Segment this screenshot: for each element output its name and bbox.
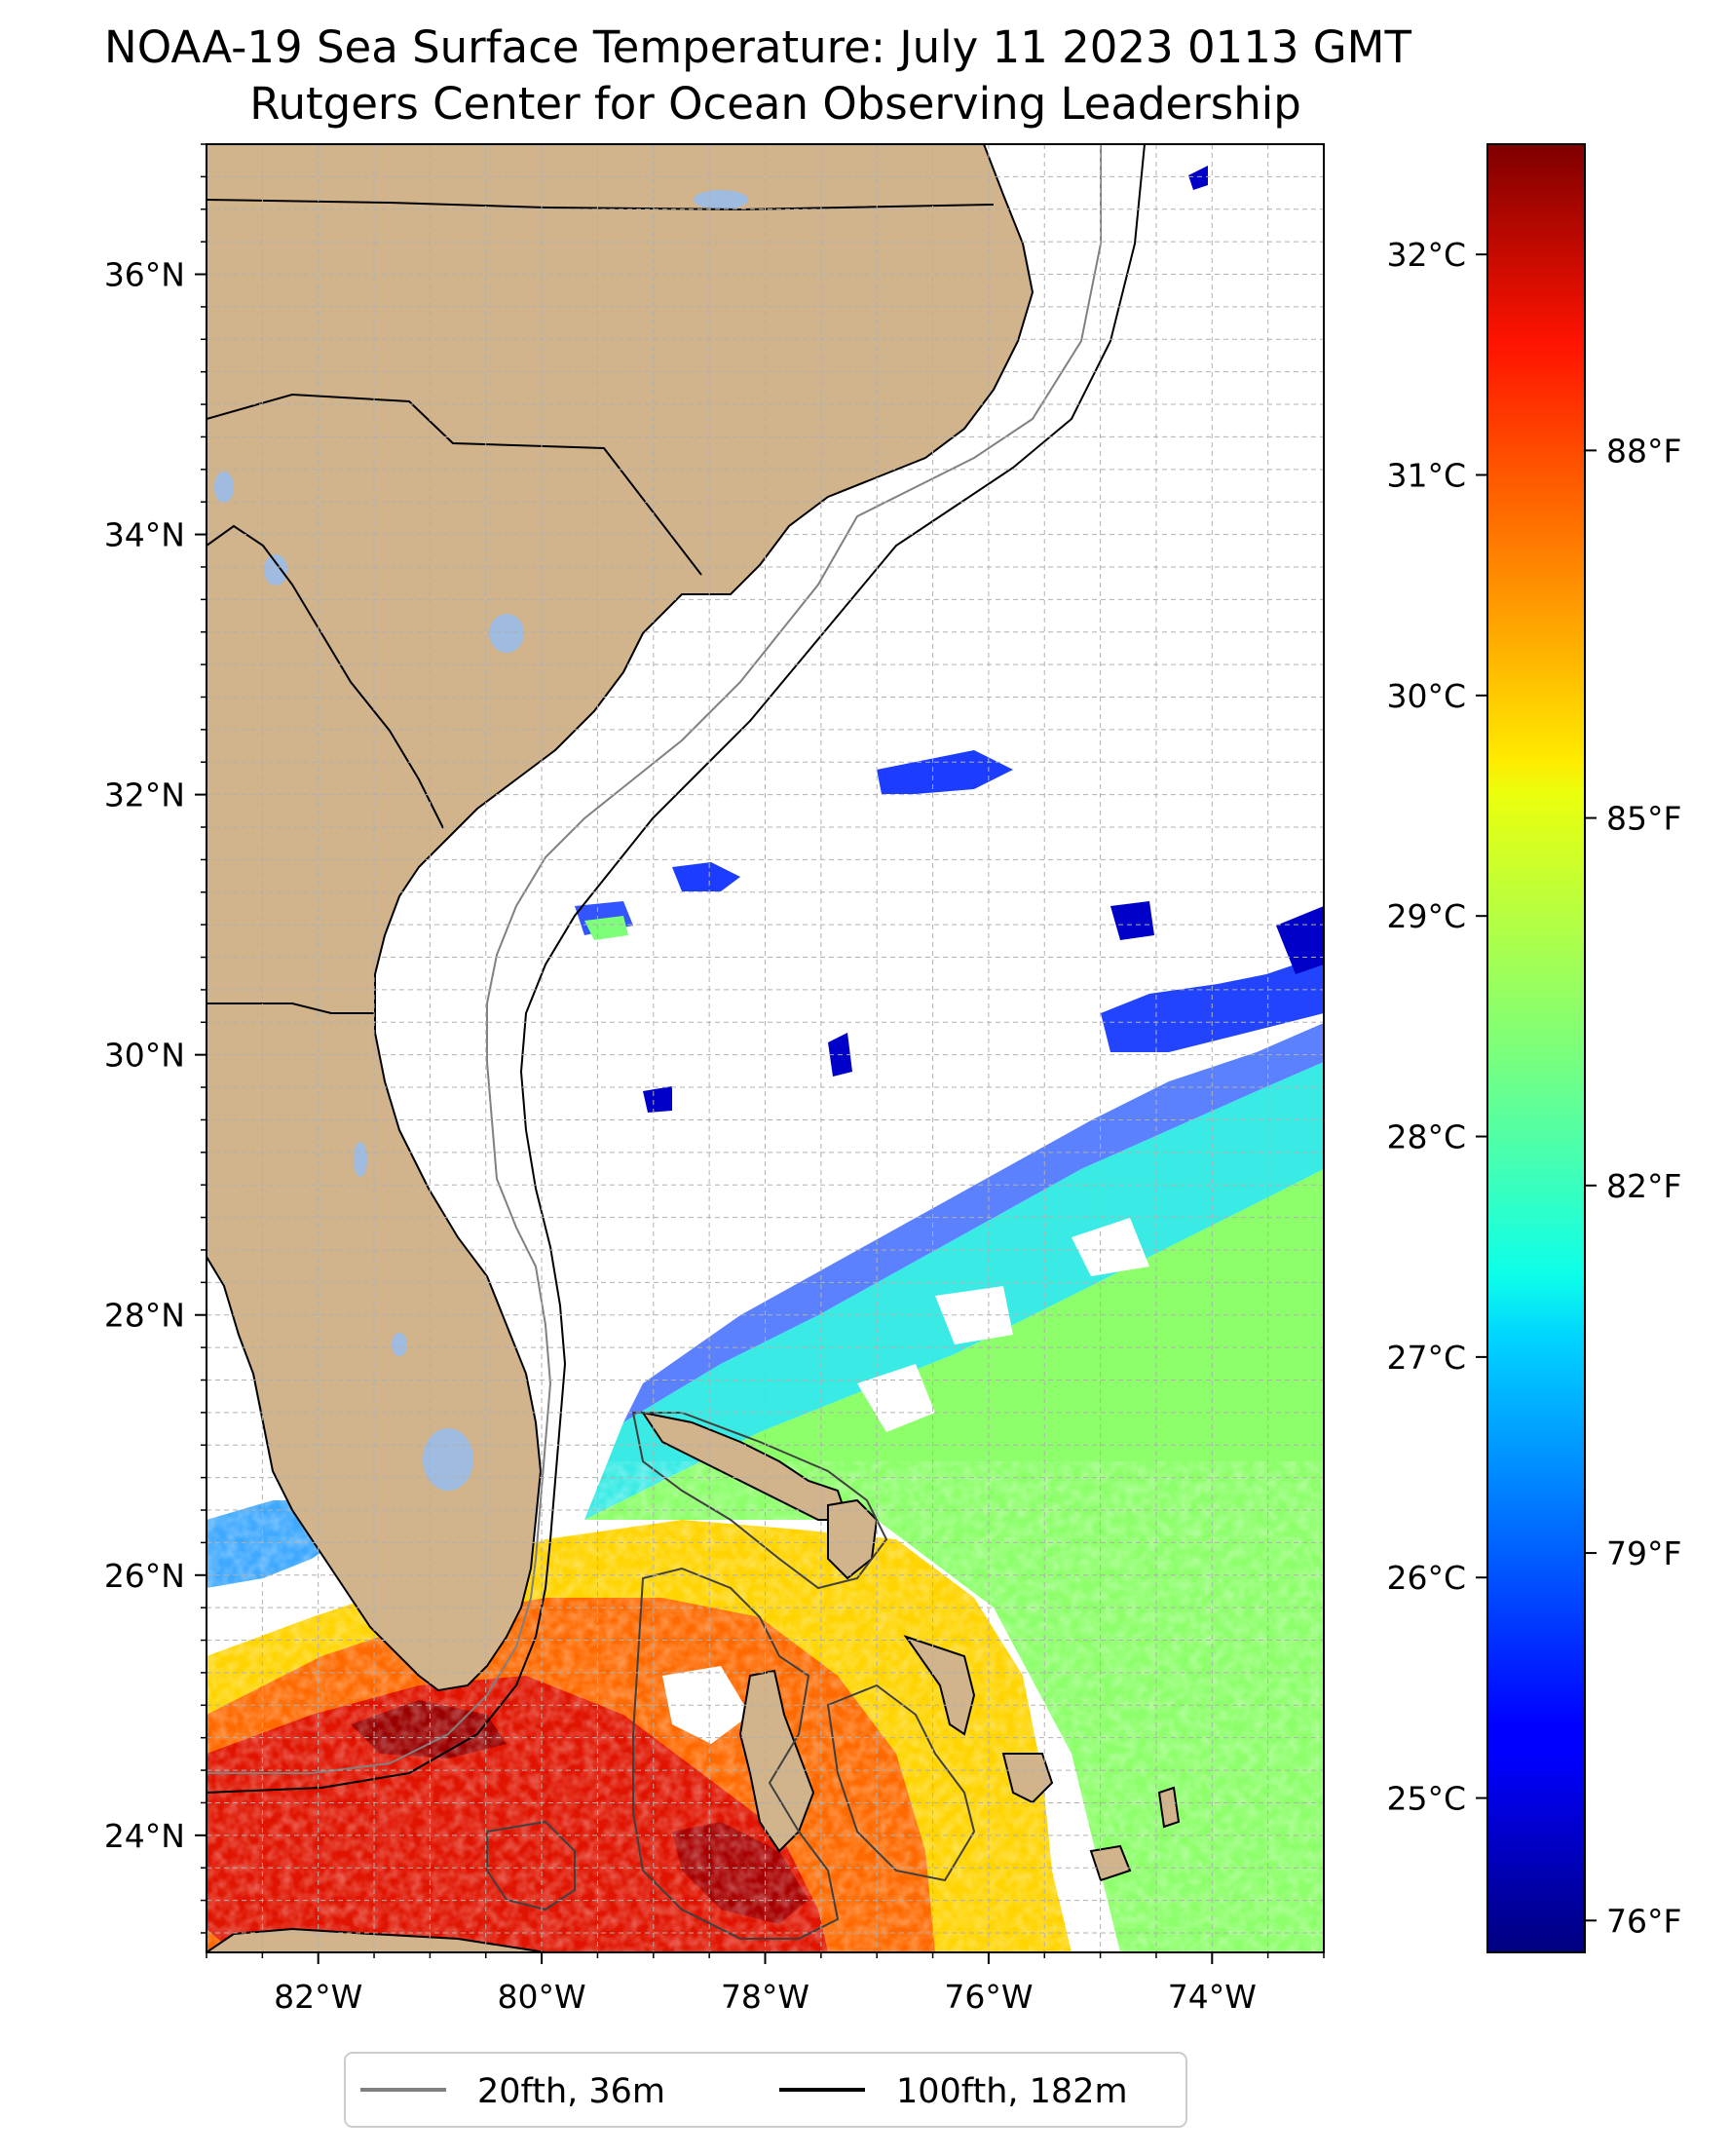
sst-cool-band [623,1023,1324,1422]
us-southeast-coast-land [207,144,1034,1692]
island-eleuthera [903,1635,976,1736]
colorbar-label-f: 76°F [1606,1902,1681,1940]
map-panel [207,144,1324,1952]
lon-tick-label: 76°W [944,1978,1033,2016]
legend-box [344,2052,1187,2128]
legend-label-20fth: 20fth, 36m [477,2072,665,2111]
sst-patch [584,916,628,940]
title-line-1: NOAA-19 Sea Surface Temperature: July 11… [104,21,1411,73]
cloud-patch [1072,1218,1149,1276]
contour-cay-sal [486,1820,576,1911]
island-small [1157,1786,1181,1829]
land [207,144,1181,1952]
lon-tick-label: 80°W [498,1978,586,2016]
lon-tick-label: 82°W [274,1978,362,2016]
island-exuma [1001,1753,1054,1804]
legend: 20fth, 36m 100fth, 182m [344,2052,1187,2128]
island-cuba [207,1927,546,1952]
lake [354,1142,367,1177]
colorbar-label-c: 27°C [1386,1339,1466,1377]
gridlines [207,144,1324,1952]
colorbar [1486,143,1586,1953]
contour-little-bahama-bank [631,1412,888,1590]
lat-tick-label: 34°N [104,516,185,554]
title-line-2: Rutgers Center for Ocean Observing Leade… [249,78,1301,130]
lake [392,1333,407,1356]
legend-label-100fth: 100fth, 182m [896,2072,1128,2111]
colorbar-label-c: 25°C [1386,1780,1466,1818]
lake [694,190,748,209]
colorbar-label-f: 82°F [1606,1167,1681,1205]
lat-tick-label: 24°N [104,1817,185,1855]
lat-tick-label: 32°N [104,776,185,814]
colorbar-label-f: 85°F [1606,800,1681,838]
sst-patch [1188,166,1208,190]
lat-tick-label: 30°N [104,1037,185,1075]
colorbar-label-f: 88°F [1606,432,1681,470]
border-sc-ga [207,524,444,829]
colorbar-ticks: 25°C 26°C 27°C 28°C 29°C 30°C 31°C 32°C 76°F 79°F… [1386,236,1681,1940]
border-ga-fl [207,1002,375,1014]
lake-okeechobee [423,1428,473,1491]
lake [489,614,524,653]
sst-field [207,1023,1324,1952]
sst-patch [1110,901,1154,940]
colorbar-label-c: 30°C [1386,677,1466,715]
colorbar-label-c: 28°C [1386,1118,1466,1156]
lat-tick-label: 26°N [104,1557,185,1595]
colorbar-label-c: 32°C [1386,236,1466,274]
sst-patch [672,862,740,891]
lake [214,472,234,503]
lon-tick-label: 78°W [721,1978,809,2016]
colorbar-label-c: 31°C [1386,457,1466,495]
map-ticks: 82°W 80°W 78°W 76°W 74°W 24°N 26°N 28°N 30°N 32°N… [104,143,1325,2016]
sst-cyan-band [584,1062,1324,1520]
lat-tick-label: 36°N [104,256,185,294]
sst-patch [643,1086,672,1113]
contour-100fth [207,144,1146,1794]
contour-bahama-bank [632,1567,840,1940]
colorbar-label-f: 79°F [1606,1534,1681,1572]
lake [264,554,287,586]
lon-tick-label: 74°W [1168,1978,1257,2016]
border-va-nc [207,199,995,211]
lat-tick-label: 28°N [104,1297,185,1335]
lakes [214,190,748,1491]
colorbar-label-c: 26°C [1386,1559,1466,1597]
sst-patch [877,750,1013,794]
colorbar-label-c: 29°C [1386,897,1466,935]
